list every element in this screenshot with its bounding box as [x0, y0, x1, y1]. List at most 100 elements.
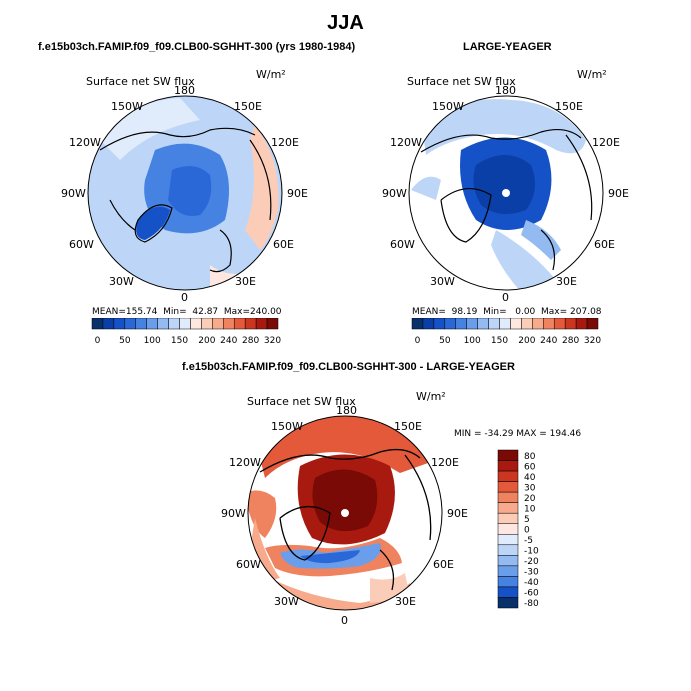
- colorbar-swatch: [168, 318, 180, 330]
- colorbar-tick-label: 200: [198, 336, 215, 346]
- colorbar-tick-label: 320: [584, 336, 601, 346]
- panel3-lon-150w: 150W: [271, 420, 303, 433]
- colorbar-tick-label: 100: [144, 336, 161, 346]
- panel1-lon-120e: 120E: [271, 136, 299, 149]
- panel3-variable-label: Surface net SW flux: [247, 395, 356, 408]
- panel1-variable-label: Surface net SW flux: [86, 75, 195, 88]
- colorbar-swatch: [190, 318, 202, 330]
- colorbar-swatch: [497, 597, 519, 609]
- panel3-lon-30w: 30W: [274, 595, 299, 608]
- panel3-coastlines: [259, 448, 432, 591]
- colorbar-tick-label: -20: [524, 557, 539, 567]
- colorbar-swatch: [466, 318, 478, 330]
- colorbar-swatch: [497, 576, 519, 588]
- colorbar-swatch: [102, 318, 115, 330]
- colorbar-swatch: [510, 318, 522, 330]
- panel2-lon-right: 90E: [608, 187, 629, 200]
- panel3-lon-bottom: 0: [341, 614, 348, 627]
- colorbar-swatch: [124, 318, 137, 330]
- colorbar-tick-label: 20: [524, 494, 536, 504]
- colorbar-swatch: [532, 318, 544, 330]
- colorbar-tick-label: 80: [524, 452, 536, 462]
- colorbar-tick-label: 240: [220, 336, 237, 346]
- panel3-title: f.e15b03ch.FAMIP.f09_f09.CLB00-SGHHT-300…: [182, 361, 515, 373]
- colorbar-tick-label: 5: [524, 515, 530, 525]
- panel3-units: W/m²: [416, 390, 446, 403]
- panel1-stats: MEAN=155.74 Min= 42.87 Max=240.00: [92, 307, 282, 317]
- colorbar-swatch: [543, 318, 555, 330]
- colorbar-tick-label: 280: [562, 336, 579, 346]
- panel3-lon-right: 90E: [447, 507, 468, 520]
- panel2-lon-120w: 120W: [390, 136, 422, 149]
- panel3-lon-30e: 30E: [395, 595, 416, 608]
- panel3-lon-120w: 120W: [229, 456, 261, 469]
- colorbar-swatch: [497, 502, 519, 514]
- colorbar-swatch: [91, 318, 104, 330]
- colorbar-tick-label: -10: [524, 547, 539, 557]
- panel1-lon-30e: 30E: [235, 275, 256, 288]
- colorbar-swatch: [488, 318, 500, 330]
- panel3-stats: MIN = -34.29 MAX = 194.46: [454, 429, 582, 439]
- colorbar-swatch: [422, 318, 435, 330]
- colorbar-tick-label: -60: [524, 589, 539, 599]
- colorbar-swatch: [223, 318, 235, 330]
- panel1-polar-map: 180 0 90W 90E 150W 120W 60W 30W 150E 120…: [61, 84, 308, 304]
- colorbar-tick-label: 0: [95, 336, 101, 346]
- colorbar-swatch: [497, 460, 519, 472]
- colorbar-swatch: [497, 449, 519, 461]
- panel2-stats: MEAN= 98.19 Min= 0.00 Max= 207.08: [412, 307, 602, 317]
- colorbar-tick-label: 280: [242, 336, 259, 346]
- colorbar-swatch: [499, 318, 511, 330]
- colorbar-swatch: [433, 318, 446, 330]
- colorbar-swatch: [179, 318, 191, 330]
- colorbar-swatch: [113, 318, 126, 330]
- colorbar-swatch: [553, 318, 566, 330]
- colorbar-swatch: [497, 544, 519, 556]
- colorbar-tick-label: 10: [524, 504, 536, 514]
- colorbar-swatch: [497, 470, 519, 482]
- panel1-units: W/m²: [256, 68, 286, 81]
- colorbar-swatch: [146, 318, 158, 330]
- panel1-lon-bottom: 0: [181, 291, 188, 304]
- panel2-lon-60w: 60W: [390, 238, 415, 251]
- panel1-lon-150w: 150W: [111, 100, 143, 113]
- colorbar-tick-label: -30: [524, 568, 539, 578]
- panel2-lon-bottom: 0: [502, 291, 509, 304]
- colorbar-swatch: [497, 491, 519, 503]
- colorbar-swatch: [497, 523, 519, 535]
- colorbar-tick-label: 60: [524, 462, 536, 472]
- colorbar-swatch: [157, 318, 169, 330]
- colorbar-tick-label: 30: [524, 483, 536, 493]
- colorbar-tick-label: 240: [540, 336, 557, 346]
- colorbar-tick-label: -40: [524, 578, 539, 588]
- panel1-lon-60w: 60W: [69, 238, 94, 251]
- colorbar-swatch: [201, 318, 213, 330]
- colorbar-tick-label: -80: [524, 599, 539, 609]
- colorbar-swatch: [575, 318, 588, 330]
- panel1-lon-left: 90W: [61, 187, 86, 200]
- panel1-colorbar: 0 50 100 150 200 240 280 320: [91, 318, 281, 346]
- colorbar-swatch: [586, 318, 599, 330]
- panel2-units: W/m²: [577, 68, 607, 81]
- colorbar-tick-label: -5: [524, 536, 533, 546]
- colorbar-tick-label: 50: [439, 336, 451, 346]
- colorbar-swatch: [497, 481, 519, 493]
- colorbar-swatch: [266, 318, 279, 330]
- panel2-lon-30w: 30W: [430, 275, 455, 288]
- panel1-lon-right: 90E: [287, 187, 308, 200]
- colorbar-tick-label: 40: [524, 473, 536, 483]
- panel3-polar-map: 180 0 90W 90E 150W 120W 60W 30W 150E 120…: [221, 404, 468, 627]
- colorbar-swatch: [477, 318, 489, 330]
- colorbar-tick-label: 150: [491, 336, 508, 346]
- panel2-pacific-ocean: [421, 99, 586, 155]
- colorbar-tick-label: 0: [524, 526, 530, 536]
- colorbar-swatch: [233, 318, 246, 330]
- panel2-title: LARGE-YEAGER: [463, 41, 552, 53]
- panel3-lon-60e: 60E: [433, 558, 454, 571]
- panel1-coastlines: [99, 127, 272, 273]
- panel3-lon-top: 180: [336, 404, 357, 417]
- colorbar-swatch: [444, 318, 457, 330]
- colorbar-swatch: [497, 512, 519, 524]
- colorbar-swatch: [564, 318, 577, 330]
